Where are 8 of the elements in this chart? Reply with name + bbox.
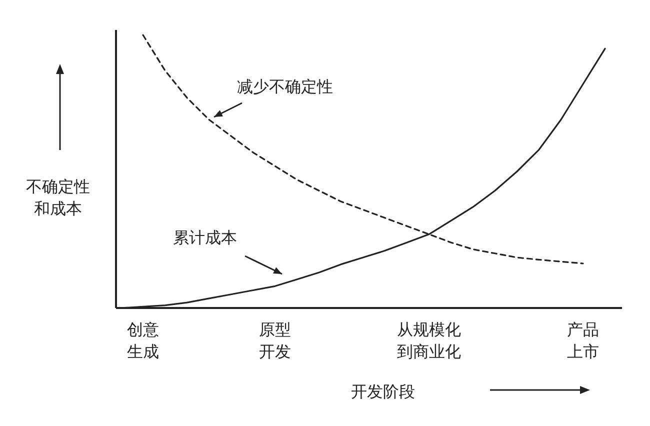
text: 减少不确定性 bbox=[237, 77, 333, 96]
x-tick-label: 创意生成 bbox=[127, 320, 159, 361]
x-tick-label: 原型开发 bbox=[259, 320, 291, 361]
text: 累计成本 bbox=[173, 228, 237, 247]
x-axis-title: 开发阶段 bbox=[351, 382, 415, 401]
y-axis-title: 不确定性和成本 bbox=[26, 177, 90, 218]
x-tick-label: 产品上市 bbox=[567, 320, 599, 361]
x-tick-label: 从规模化到商业化 bbox=[397, 320, 461, 361]
